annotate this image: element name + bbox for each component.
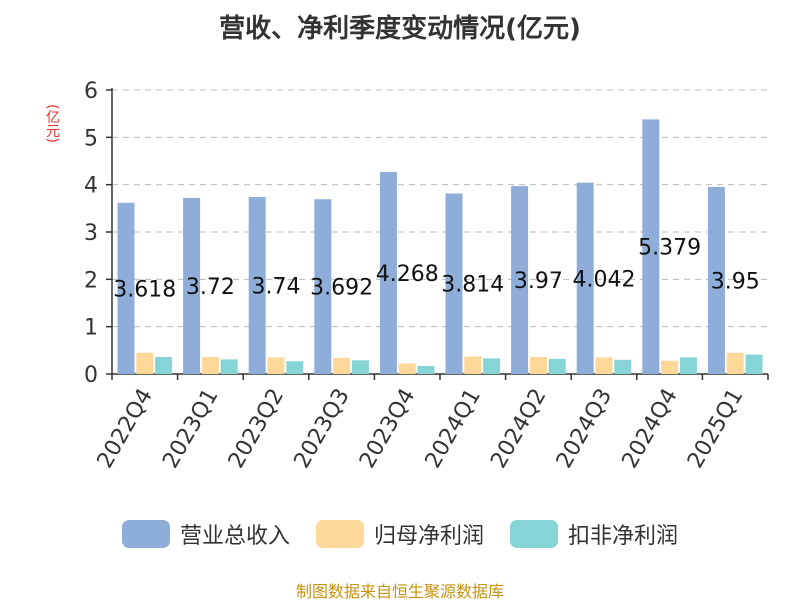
bar-revenue (445, 193, 463, 374)
bar-revenue (248, 196, 266, 374)
bar-deducted_profit (745, 354, 763, 374)
bar-deducted_profit (483, 358, 501, 374)
y-tick-label: 2 (84, 268, 98, 293)
bar-deducted_profit (286, 361, 304, 374)
chart-title: 营收、净利季度变动情况(亿元) (219, 14, 581, 44)
data-label: 3.692 (310, 276, 373, 301)
y-tick-label: 0 (84, 363, 98, 388)
data-label: 4.042 (573, 267, 636, 292)
bar-revenue (707, 187, 725, 374)
x-tick-label: 2024Q4 (617, 385, 682, 473)
bar-deducted_profit (614, 359, 632, 374)
bar-net_profit (464, 356, 482, 374)
x-tick-label: 2025Q1 (683, 385, 748, 473)
data-label: 3.618 (113, 277, 176, 302)
legend-swatch-net-profit (315, 520, 364, 548)
legend-swatch-revenue (121, 520, 170, 548)
y-tick-label: 5 (84, 126, 98, 151)
bar-revenue (511, 186, 529, 374)
bar-revenue (314, 199, 332, 374)
bar-revenue (379, 171, 397, 374)
bar-deducted_profit (679, 357, 697, 374)
bar-revenue (117, 202, 135, 374)
legend-item-net-profit[interactable]: 归母净利润 (315, 518, 484, 550)
source-note: 制图数据来自恒生聚源数据库 (295, 582, 504, 601)
data-label: 4.268 (376, 262, 439, 287)
legend-label-revenue: 营业总收入 (179, 524, 290, 549)
legend-item-revenue[interactable]: 营业总收入 (121, 518, 290, 550)
x-tick-label: 2024Q1 (421, 385, 486, 473)
bar-deducted_profit (417, 365, 435, 374)
y-tick-label: 1 (84, 316, 98, 341)
bar-net_profit (529, 356, 547, 374)
data-label: 3.72 (186, 275, 235, 300)
bar-net_profit (661, 360, 679, 374)
bar-deducted_profit (220, 359, 238, 374)
x-tick-label: 2022Q4 (93, 385, 158, 473)
x-tick-label: 2024Q3 (552, 385, 617, 473)
legend-swatch-deducted-profit (510, 520, 558, 548)
bar-deducted_profit (548, 358, 566, 374)
x-tick-label: 2023Q4 (355, 385, 420, 473)
bar-net_profit (398, 363, 416, 374)
data-label: 3.74 (252, 274, 301, 299)
y-tick-label: 3 (84, 221, 98, 246)
bar-deducted_profit (351, 360, 369, 374)
data-label: 3.97 (514, 269, 563, 294)
data-label: 3.95 (711, 270, 760, 295)
x-tick-label: 2023Q1 (158, 385, 223, 473)
x-tick-label: 2023Q2 (224, 385, 289, 473)
bar-net_profit (333, 357, 351, 374)
bar-net_profit (136, 352, 154, 374)
legend-label-deducted-profit: 扣非净利润 (568, 524, 679, 549)
legend: 营业总收入 归母净利润 扣非净利润 (0, 518, 800, 550)
bar-net_profit (267, 357, 285, 374)
y-unit-label: (亿元) (44, 103, 60, 143)
legend-item-deducted-profit[interactable]: 扣非净利润 (510, 518, 678, 550)
x-tick-label: 2023Q3 (289, 385, 354, 473)
bar-revenue (642, 119, 660, 374)
bar-deducted_profit (155, 356, 173, 374)
bar-net_profit (726, 352, 744, 374)
bar-net_profit (201, 356, 219, 374)
y-tick-label: 6 (84, 79, 98, 104)
bar-revenue (183, 197, 201, 374)
legend-label-net-profit: 归母净利润 (373, 524, 484, 549)
bar-revenue (576, 182, 594, 374)
bar-net_profit (595, 357, 613, 374)
data-label: 5.379 (638, 236, 701, 261)
x-tick-label: 2024Q2 (486, 385, 551, 473)
y-tick-label: 4 (84, 174, 98, 199)
data-label: 3.814 (441, 273, 504, 298)
